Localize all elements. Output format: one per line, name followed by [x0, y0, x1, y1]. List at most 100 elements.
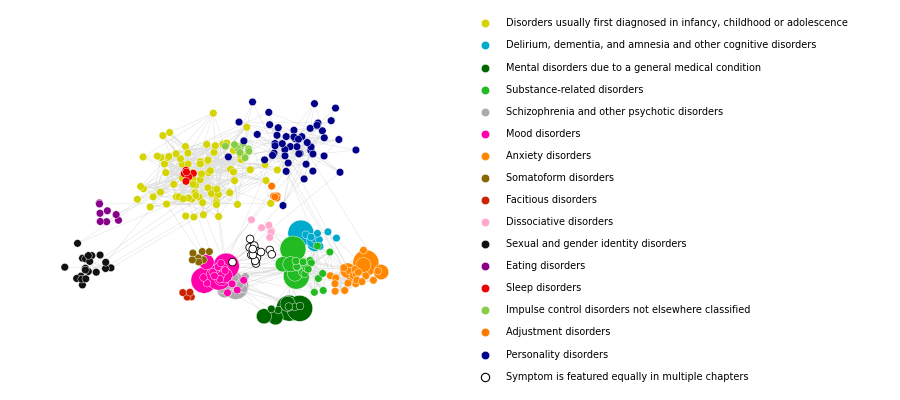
Point	[203, 168, 218, 174]
Point	[345, 269, 359, 276]
Point	[200, 141, 214, 148]
Point	[233, 149, 248, 156]
Point	[192, 259, 206, 265]
Point	[241, 146, 256, 152]
Point	[374, 269, 388, 275]
Point	[158, 161, 172, 167]
Point	[256, 313, 271, 320]
Point	[281, 160, 295, 166]
Point	[221, 154, 236, 160]
Point	[212, 274, 226, 280]
Point	[250, 131, 265, 138]
Point	[289, 258, 303, 264]
Point	[93, 210, 107, 216]
Point	[328, 280, 342, 287]
Point	[266, 150, 281, 156]
Text: Disorders usually first diagnosed in infancy, childhood or adolescence: Disorders usually first diagnosed in inf…	[506, 18, 848, 28]
Point	[201, 158, 215, 164]
Point	[281, 301, 295, 307]
Point	[162, 129, 176, 136]
Point	[194, 172, 209, 179]
Point	[196, 257, 211, 263]
Point	[312, 236, 327, 243]
Point	[268, 142, 283, 149]
Point	[300, 139, 314, 146]
Point	[209, 270, 223, 276]
Point	[112, 217, 126, 224]
Point	[242, 244, 256, 250]
Point	[278, 153, 293, 159]
Point	[246, 252, 260, 258]
Point	[308, 240, 322, 247]
Point	[217, 264, 231, 270]
Point	[150, 153, 165, 159]
Point	[292, 150, 307, 157]
Point	[74, 273, 88, 279]
Point	[204, 190, 219, 197]
Point	[342, 278, 356, 285]
Point	[323, 249, 338, 255]
Text: Facitious disorders: Facitious disorders	[506, 195, 597, 205]
Point	[317, 153, 331, 159]
Point	[254, 249, 268, 255]
Point	[302, 257, 317, 264]
Point	[194, 171, 209, 177]
Point	[317, 135, 331, 141]
Point	[192, 194, 206, 200]
Point	[295, 269, 310, 276]
Point	[58, 264, 72, 270]
Point	[287, 134, 302, 140]
Point	[275, 261, 290, 268]
Point	[248, 258, 263, 264]
Point	[199, 259, 213, 265]
Point	[236, 140, 250, 146]
Point	[223, 166, 238, 172]
Point	[178, 143, 193, 150]
Point	[228, 274, 242, 281]
Point	[93, 201, 107, 207]
Text: Mood disorders: Mood disorders	[506, 129, 580, 139]
Point	[266, 152, 280, 158]
Point	[185, 257, 200, 263]
Point	[185, 169, 200, 176]
Point	[320, 229, 335, 235]
Point	[271, 307, 285, 313]
Point	[182, 170, 196, 177]
Point	[191, 255, 205, 261]
Point	[348, 147, 363, 153]
Point	[282, 305, 296, 311]
Point	[265, 228, 279, 234]
Point	[290, 264, 304, 270]
Point	[299, 161, 313, 168]
Point	[195, 248, 210, 255]
Point	[133, 183, 148, 190]
Point	[292, 305, 307, 312]
Point	[212, 191, 226, 198]
Point	[237, 286, 251, 292]
Point	[220, 275, 235, 281]
Point	[306, 151, 320, 157]
Point	[233, 144, 248, 150]
Point	[176, 196, 191, 202]
Point	[186, 214, 201, 220]
Point	[218, 143, 232, 149]
Text: Delirium, dementia, and amnesia and other cognitive disorders: Delirium, dementia, and amnesia and othe…	[506, 40, 816, 50]
Point	[264, 229, 278, 236]
Point	[346, 273, 360, 279]
Point	[178, 213, 193, 219]
Point	[304, 234, 319, 240]
Text: Symptom is featured equally in multiple chapters: Symptom is featured equally in multiple …	[506, 372, 749, 382]
Point	[310, 120, 325, 126]
Point	[231, 282, 246, 289]
Point	[172, 194, 186, 200]
Point	[209, 201, 223, 208]
Text: Adjustment disorders: Adjustment disorders	[506, 328, 610, 338]
Point	[70, 240, 85, 246]
Point	[216, 141, 230, 147]
Point	[332, 136, 347, 143]
Point	[356, 262, 371, 268]
Point	[359, 260, 374, 266]
Point	[174, 156, 188, 162]
Point	[259, 177, 274, 184]
Point	[293, 230, 308, 236]
